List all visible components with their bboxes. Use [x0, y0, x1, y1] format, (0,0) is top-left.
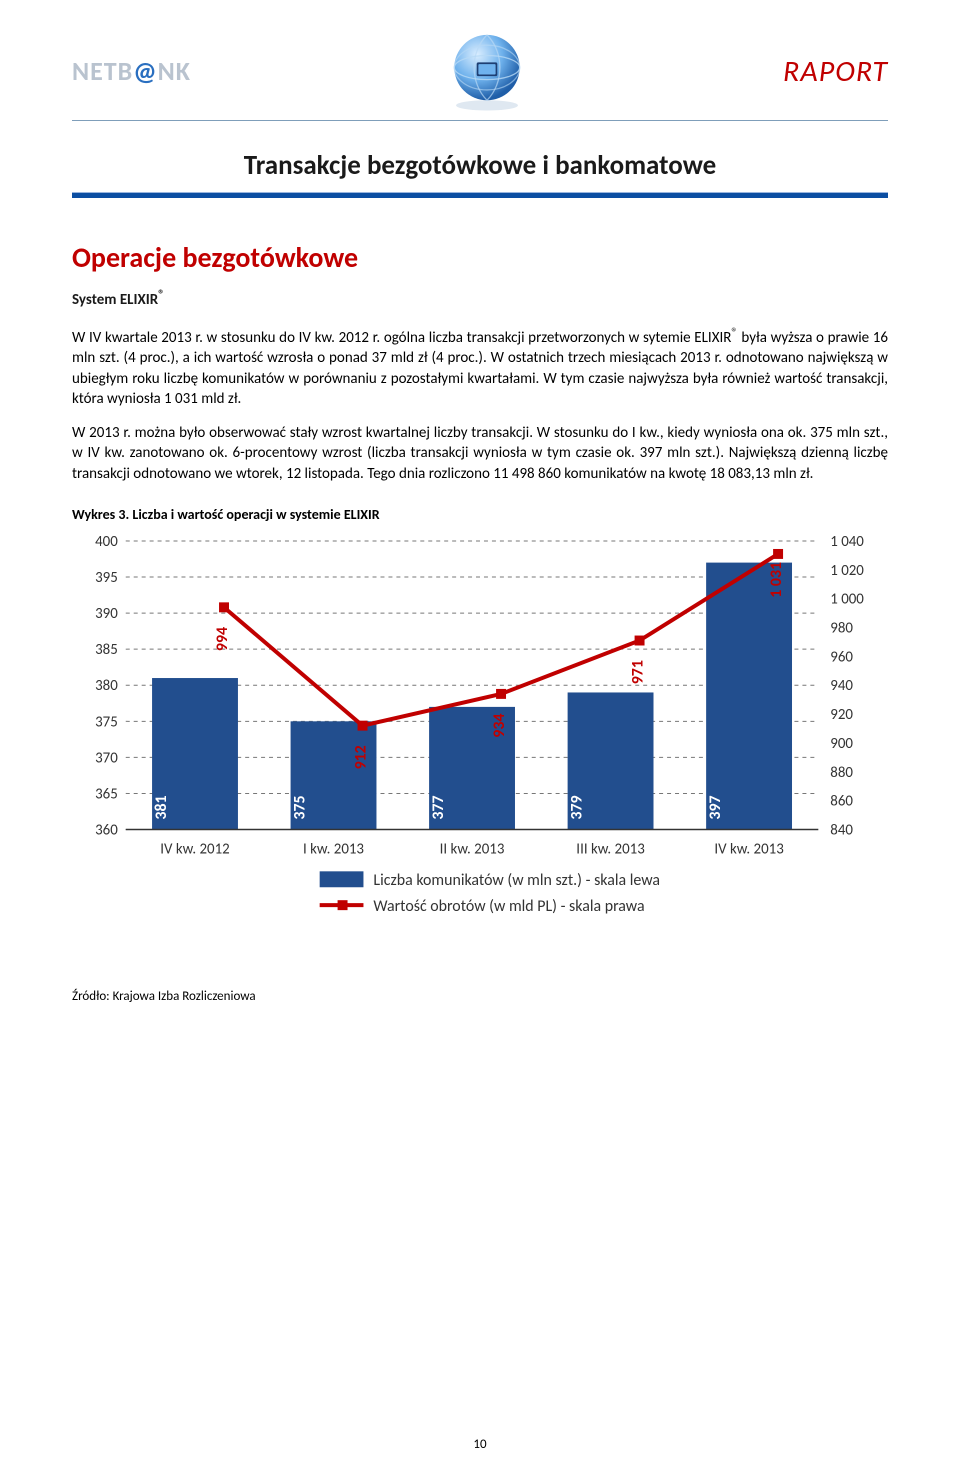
paragraph-2: W 2013 r. można było obserwować stały wz… — [72, 423, 888, 484]
svg-text:365: 365 — [95, 785, 118, 803]
svg-text:1 000: 1 000 — [830, 590, 864, 608]
paragraph-1: W IV kwartale 2013 r. w stosunku do IV k… — [72, 325, 888, 409]
svg-text:1 040: 1 040 — [830, 533, 864, 551]
svg-text:980: 980 — [830, 619, 853, 637]
section-heading: Operacje bezgotówkowe — [72, 240, 888, 275]
svg-text:880: 880 — [830, 764, 853, 782]
subheading-text: System ELIXIR — [72, 291, 158, 309]
svg-text:960: 960 — [830, 648, 853, 666]
svg-text:397: 397 — [706, 795, 725, 819]
chart-caption: Wykres 3. Liczba i wartość operacji w sy… — [72, 506, 888, 523]
netbank-logo: NETB@NK — [72, 55, 191, 87]
svg-text:IV kw. 2013: IV kw. 2013 — [714, 840, 783, 858]
svg-text:934: 934 — [490, 713, 509, 737]
logo-at: @ — [133, 55, 157, 87]
svg-text:381: 381 — [152, 795, 171, 819]
svg-text:II kw. 2013: II kw. 2013 — [440, 840, 505, 858]
svg-text:379: 379 — [568, 795, 587, 819]
elixir-chart: 360 365 370 375 380 385 390 395 400 840 860 880 900 9… — [72, 533, 888, 951]
svg-text:380: 380 — [95, 677, 118, 695]
header-divider — [72, 120, 888, 121]
title-underline — [72, 192, 888, 198]
raport-label: RAPORT — [783, 53, 888, 90]
chart-svg: 360 365 370 375 380 385 390 395 400 840 860 880 900 9… — [72, 533, 888, 951]
svg-text:940: 940 — [830, 677, 853, 695]
svg-text:I kw. 2013: I kw. 2013 — [303, 840, 364, 858]
page-header: NETB@NK RAPORT — [72, 28, 888, 114]
svg-text:840: 840 — [830, 821, 853, 839]
svg-text:1 020: 1 020 — [830, 562, 864, 580]
source-line: Źródło: Krajowa Izba Rozliczeniowa — [72, 989, 888, 1004]
svg-text:920: 920 — [830, 706, 853, 724]
svg-text:390: 390 — [95, 605, 118, 623]
svg-text:360: 360 — [95, 821, 118, 839]
registered-mark: ® — [158, 287, 164, 302]
subheading: System ELIXIR® — [72, 287, 888, 309]
svg-text:Liczba komunikatów (w mln szt.: Liczba komunikatów (w mln szt.) - skala … — [373, 871, 660, 890]
svg-text:IV kw. 2012: IV kw. 2012 — [160, 840, 229, 858]
svg-text:III kw. 2013: III kw. 2013 — [576, 840, 644, 858]
svg-text:994: 994 — [213, 627, 232, 651]
svg-text:860: 860 — [830, 792, 853, 810]
svg-text:377: 377 — [429, 795, 448, 819]
svg-text:375: 375 — [291, 795, 310, 819]
svg-text:1 031: 1 031 — [767, 562, 786, 598]
page-title: Transakcje bezgotówkowe i bankomatowe — [72, 149, 888, 182]
svg-text:971: 971 — [629, 660, 648, 684]
svg-text:395: 395 — [95, 569, 118, 587]
svg-text:375: 375 — [95, 713, 118, 731]
logo-text-pre: NETB — [72, 55, 133, 87]
svg-text:Wartość obrotów (w mld PL) - s: Wartość obrotów (w mld PL) - skala prawa — [373, 897, 644, 916]
globe-icon — [444, 28, 530, 114]
svg-text:400: 400 — [95, 533, 118, 551]
svg-text:385: 385 — [95, 641, 118, 659]
page-number: 10 — [0, 1437, 960, 1452]
logo-text-post: NK — [158, 55, 191, 87]
para1-a: W IV kwartale 2013 r. w stosunku do IV k… — [72, 329, 731, 347]
svg-text:370: 370 — [95, 749, 118, 767]
svg-text:912: 912 — [352, 745, 371, 769]
svg-text:900: 900 — [830, 735, 853, 753]
